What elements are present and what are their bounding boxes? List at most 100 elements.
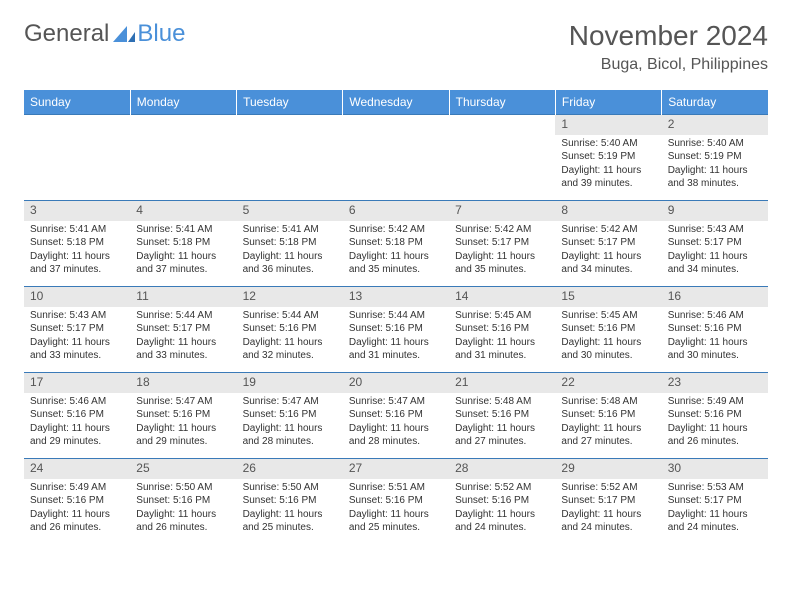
day-info: Sunrise: 5:49 AMSunset: 5:16 PMDaylight:… <box>662 393 768 451</box>
weekday-wednesday: Wednesday <box>343 90 449 115</box>
day-number: 4 <box>130 201 236 221</box>
calendar-cell: 10Sunrise: 5:43 AMSunset: 5:17 PMDayligh… <box>24 287 130 373</box>
day-info: Sunrise: 5:51 AMSunset: 5:16 PMDaylight:… <box>343 479 449 537</box>
calendar-table: SundayMondayTuesdayWednesdayThursdayFrid… <box>24 90 768 545</box>
day-number: 1 <box>555 115 661 135</box>
calendar-cell: 17Sunrise: 5:46 AMSunset: 5:16 PMDayligh… <box>24 373 130 459</box>
calendar-cell: 21Sunrise: 5:48 AMSunset: 5:16 PMDayligh… <box>449 373 555 459</box>
calendar-cell <box>237 115 343 201</box>
calendar-cell: 20Sunrise: 5:47 AMSunset: 5:16 PMDayligh… <box>343 373 449 459</box>
calendar-cell: 28Sunrise: 5:52 AMSunset: 5:16 PMDayligh… <box>449 459 555 545</box>
calendar-cell: 23Sunrise: 5:49 AMSunset: 5:16 PMDayligh… <box>662 373 768 459</box>
calendar-cell <box>343 115 449 201</box>
calendar-cell: 6Sunrise: 5:42 AMSunset: 5:18 PMDaylight… <box>343 201 449 287</box>
header: General Blue November 2024 Buga, Bicol, … <box>0 0 792 82</box>
calendar-cell: 11Sunrise: 5:44 AMSunset: 5:17 PMDayligh… <box>130 287 236 373</box>
day-number: 8 <box>555 201 661 221</box>
day-number: 17 <box>24 373 130 393</box>
day-number: 3 <box>24 201 130 221</box>
day-info: Sunrise: 5:43 AMSunset: 5:17 PMDaylight:… <box>24 307 130 365</box>
month-title: November 2024 <box>569 20 768 52</box>
calendar-cell: 9Sunrise: 5:43 AMSunset: 5:17 PMDaylight… <box>662 201 768 287</box>
calendar-cell: 18Sunrise: 5:47 AMSunset: 5:16 PMDayligh… <box>130 373 236 459</box>
day-info: Sunrise: 5:46 AMSunset: 5:16 PMDaylight:… <box>24 393 130 451</box>
calendar-cell: 29Sunrise: 5:52 AMSunset: 5:17 PMDayligh… <box>555 459 661 545</box>
calendar-cell: 14Sunrise: 5:45 AMSunset: 5:16 PMDayligh… <box>449 287 555 373</box>
logo: General Blue <box>24 20 185 48</box>
day-info: Sunrise: 5:45 AMSunset: 5:16 PMDaylight:… <box>555 307 661 365</box>
calendar-cell <box>130 115 236 201</box>
day-info: Sunrise: 5:41 AMSunset: 5:18 PMDaylight:… <box>24 221 130 279</box>
calendar-cell: 30Sunrise: 5:53 AMSunset: 5:17 PMDayligh… <box>662 459 768 545</box>
day-info: Sunrise: 5:50 AMSunset: 5:16 PMDaylight:… <box>130 479 236 537</box>
day-info: Sunrise: 5:52 AMSunset: 5:17 PMDaylight:… <box>555 479 661 537</box>
day-number: 24 <box>24 459 130 479</box>
day-number: 22 <box>555 373 661 393</box>
day-info: Sunrise: 5:45 AMSunset: 5:16 PMDaylight:… <box>449 307 555 365</box>
calendar-cell: 25Sunrise: 5:50 AMSunset: 5:16 PMDayligh… <box>130 459 236 545</box>
day-number: 27 <box>343 459 449 479</box>
calendar-cell: 15Sunrise: 5:45 AMSunset: 5:16 PMDayligh… <box>555 287 661 373</box>
day-info: Sunrise: 5:47 AMSunset: 5:16 PMDaylight:… <box>237 393 343 451</box>
calendar-cell: 5Sunrise: 5:41 AMSunset: 5:18 PMDaylight… <box>237 201 343 287</box>
logo-text-general: General <box>24 20 109 48</box>
day-info: Sunrise: 5:44 AMSunset: 5:16 PMDaylight:… <box>237 307 343 365</box>
day-number: 15 <box>555 287 661 307</box>
day-info: Sunrise: 5:50 AMSunset: 5:16 PMDaylight:… <box>237 479 343 537</box>
day-info: Sunrise: 5:42 AMSunset: 5:18 PMDaylight:… <box>343 221 449 279</box>
day-number: 6 <box>343 201 449 221</box>
calendar-cell: 3Sunrise: 5:41 AMSunset: 5:18 PMDaylight… <box>24 201 130 287</box>
day-info: Sunrise: 5:44 AMSunset: 5:17 PMDaylight:… <box>130 307 236 365</box>
calendar-row: 24Sunrise: 5:49 AMSunset: 5:16 PMDayligh… <box>24 459 768 545</box>
day-number: 10 <box>24 287 130 307</box>
day-number: 16 <box>662 287 768 307</box>
day-number: 23 <box>662 373 768 393</box>
calendar-body: 1Sunrise: 5:40 AMSunset: 5:19 PMDaylight… <box>24 115 768 545</box>
calendar-cell: 26Sunrise: 5:50 AMSunset: 5:16 PMDayligh… <box>237 459 343 545</box>
day-info: Sunrise: 5:42 AMSunset: 5:17 PMDaylight:… <box>555 221 661 279</box>
calendar-cell: 27Sunrise: 5:51 AMSunset: 5:16 PMDayligh… <box>343 459 449 545</box>
calendar-cell: 19Sunrise: 5:47 AMSunset: 5:16 PMDayligh… <box>237 373 343 459</box>
day-number: 9 <box>662 201 768 221</box>
day-number: 30 <box>662 459 768 479</box>
day-number: 20 <box>343 373 449 393</box>
day-info: Sunrise: 5:48 AMSunset: 5:16 PMDaylight:… <box>449 393 555 451</box>
calendar-cell: 24Sunrise: 5:49 AMSunset: 5:16 PMDayligh… <box>24 459 130 545</box>
day-info: Sunrise: 5:40 AMSunset: 5:19 PMDaylight:… <box>662 135 768 193</box>
logo-sail-icon <box>113 26 135 42</box>
weekday-tuesday: Tuesday <box>237 90 343 115</box>
day-info: Sunrise: 5:41 AMSunset: 5:18 PMDaylight:… <box>237 221 343 279</box>
day-number: 19 <box>237 373 343 393</box>
logo-text-blue: Blue <box>137 20 185 48</box>
day-info: Sunrise: 5:47 AMSunset: 5:16 PMDaylight:… <box>130 393 236 451</box>
day-number: 11 <box>130 287 236 307</box>
day-info: Sunrise: 5:42 AMSunset: 5:17 PMDaylight:… <box>449 221 555 279</box>
day-info: Sunrise: 5:41 AMSunset: 5:18 PMDaylight:… <box>130 221 236 279</box>
day-info: Sunrise: 5:43 AMSunset: 5:17 PMDaylight:… <box>662 221 768 279</box>
calendar-row: 1Sunrise: 5:40 AMSunset: 5:19 PMDaylight… <box>24 115 768 201</box>
day-number: 26 <box>237 459 343 479</box>
calendar-cell: 7Sunrise: 5:42 AMSunset: 5:17 PMDaylight… <box>449 201 555 287</box>
day-number: 29 <box>555 459 661 479</box>
location: Buga, Bicol, Philippines <box>569 56 768 74</box>
day-number: 28 <box>449 459 555 479</box>
calendar-cell: 8Sunrise: 5:42 AMSunset: 5:17 PMDaylight… <box>555 201 661 287</box>
calendar-row: 3Sunrise: 5:41 AMSunset: 5:18 PMDaylight… <box>24 201 768 287</box>
weekday-sunday: Sunday <box>24 90 130 115</box>
day-info: Sunrise: 5:49 AMSunset: 5:16 PMDaylight:… <box>24 479 130 537</box>
calendar-row: 10Sunrise: 5:43 AMSunset: 5:17 PMDayligh… <box>24 287 768 373</box>
day-info: Sunrise: 5:52 AMSunset: 5:16 PMDaylight:… <box>449 479 555 537</box>
calendar-cell: 1Sunrise: 5:40 AMSunset: 5:19 PMDaylight… <box>555 115 661 201</box>
day-info: Sunrise: 5:46 AMSunset: 5:16 PMDaylight:… <box>662 307 768 365</box>
calendar-cell <box>449 115 555 201</box>
calendar-cell <box>24 115 130 201</box>
day-number: 12 <box>237 287 343 307</box>
day-info: Sunrise: 5:44 AMSunset: 5:16 PMDaylight:… <box>343 307 449 365</box>
day-number: 25 <box>130 459 236 479</box>
day-info: Sunrise: 5:53 AMSunset: 5:17 PMDaylight:… <box>662 479 768 537</box>
calendar-cell: 2Sunrise: 5:40 AMSunset: 5:19 PMDaylight… <box>662 115 768 201</box>
day-info: Sunrise: 5:40 AMSunset: 5:19 PMDaylight:… <box>555 135 661 193</box>
day-info: Sunrise: 5:48 AMSunset: 5:16 PMDaylight:… <box>555 393 661 451</box>
calendar-cell: 16Sunrise: 5:46 AMSunset: 5:16 PMDayligh… <box>662 287 768 373</box>
day-info: Sunrise: 5:47 AMSunset: 5:16 PMDaylight:… <box>343 393 449 451</box>
